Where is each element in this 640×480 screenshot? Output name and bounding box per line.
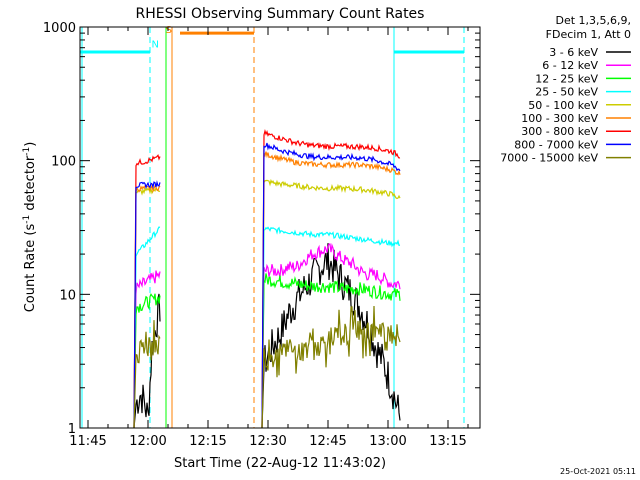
series-line-2-segment-2 <box>261 243 401 428</box>
chart-title: RHESSI Observing Summary Count Rates <box>136 6 425 22</box>
y-axis-label-main: Count Rate (s <box>23 224 38 313</box>
series-line-5-segment-2 <box>261 178 401 428</box>
x-axis: 11:45 12:00 12:15 12:30 12:45 13:00 13:15 <box>69 27 469 449</box>
y-tick-label: 1 <box>68 422 76 437</box>
legend-label: 300 - 800 keV <box>521 125 598 138</box>
y-tick-label: 10 <box>59 288 76 303</box>
legend-label: 7000 - 15000 keV <box>500 152 598 165</box>
series-line-9-segment-2 <box>261 305 401 428</box>
series-line-3-segment-2 <box>261 273 401 428</box>
y-axis-label-mid: detector <box>23 155 38 215</box>
plot-border <box>79 26 481 429</box>
series-line-4-segment-1 <box>133 226 161 428</box>
x-tick-label: 12:45 <box>309 434 346 449</box>
y-tick-label: 100 <box>51 155 76 170</box>
x-tick-label: 12:00 <box>129 434 166 449</box>
y-axis: 1 10 100 1000 <box>43 21 480 437</box>
series-line-7-segment-2 <box>261 128 401 428</box>
y-axis-label-exp2: -1 <box>22 147 32 156</box>
x-axis-label: Start Time (22-Aug-12 11:43:02) <box>174 456 386 471</box>
legend-label: 3 - 6 keV <box>549 46 598 59</box>
legend-header-line-1: Det 1,3,5,6,9, <box>555 14 631 27</box>
series-line-8-segment-2 <box>261 142 401 428</box>
series-line-7-segment-1 <box>133 154 161 428</box>
x-tick-label: 13:00 <box>369 434 406 449</box>
series-line-6-segment-2 <box>261 151 401 428</box>
plot-area: NS <box>80 25 465 428</box>
night-flag-label: N <box>151 40 158 51</box>
x-tick-label: 11:45 <box>69 434 106 449</box>
legend-label: 6 - 12 keV <box>542 59 598 72</box>
x-tick-label: 13:15 <box>429 434 466 449</box>
legend-label: 50 - 100 keV <box>528 99 598 112</box>
series-line-1-segment-2 <box>261 243 401 428</box>
legend-label: 800 - 7000 keV <box>514 138 598 151</box>
legend: Det 1,3,5,6,9, FDecim 1, Att 0 3 - 6 keV… <box>500 14 631 165</box>
series-line-3-segment-1 <box>133 293 161 428</box>
legend-label: 12 - 25 keV <box>535 72 598 85</box>
y-axis-label: Count Rate (s-1 detector-1) <box>22 142 38 313</box>
x-tick-label: 12:15 <box>189 434 226 449</box>
series-line-8-segment-1 <box>133 180 161 428</box>
legend-label: 100 - 300 keV <box>521 112 598 125</box>
y-tick-label: 1000 <box>43 21 76 36</box>
series-line-9-segment-1 <box>133 320 161 428</box>
x-tick-label: 12:30 <box>249 434 286 449</box>
y-axis-label-exp1: -1 <box>22 215 32 224</box>
series-line-2-segment-1 <box>133 270 161 428</box>
timestamp: 25-Oct-2021 05:11 <box>560 467 636 476</box>
plot-frame <box>79 26 481 429</box>
legend-header-line-2: FDecim 1, Att 0 <box>546 28 631 41</box>
saa-flag-label: S <box>166 25 172 36</box>
y-axis-label-end: ) <box>23 142 38 147</box>
series-line-1-segment-1 <box>133 293 161 428</box>
legend-label: 25 - 50 keV <box>535 86 598 99</box>
series-line-4-segment-2 <box>261 226 401 428</box>
